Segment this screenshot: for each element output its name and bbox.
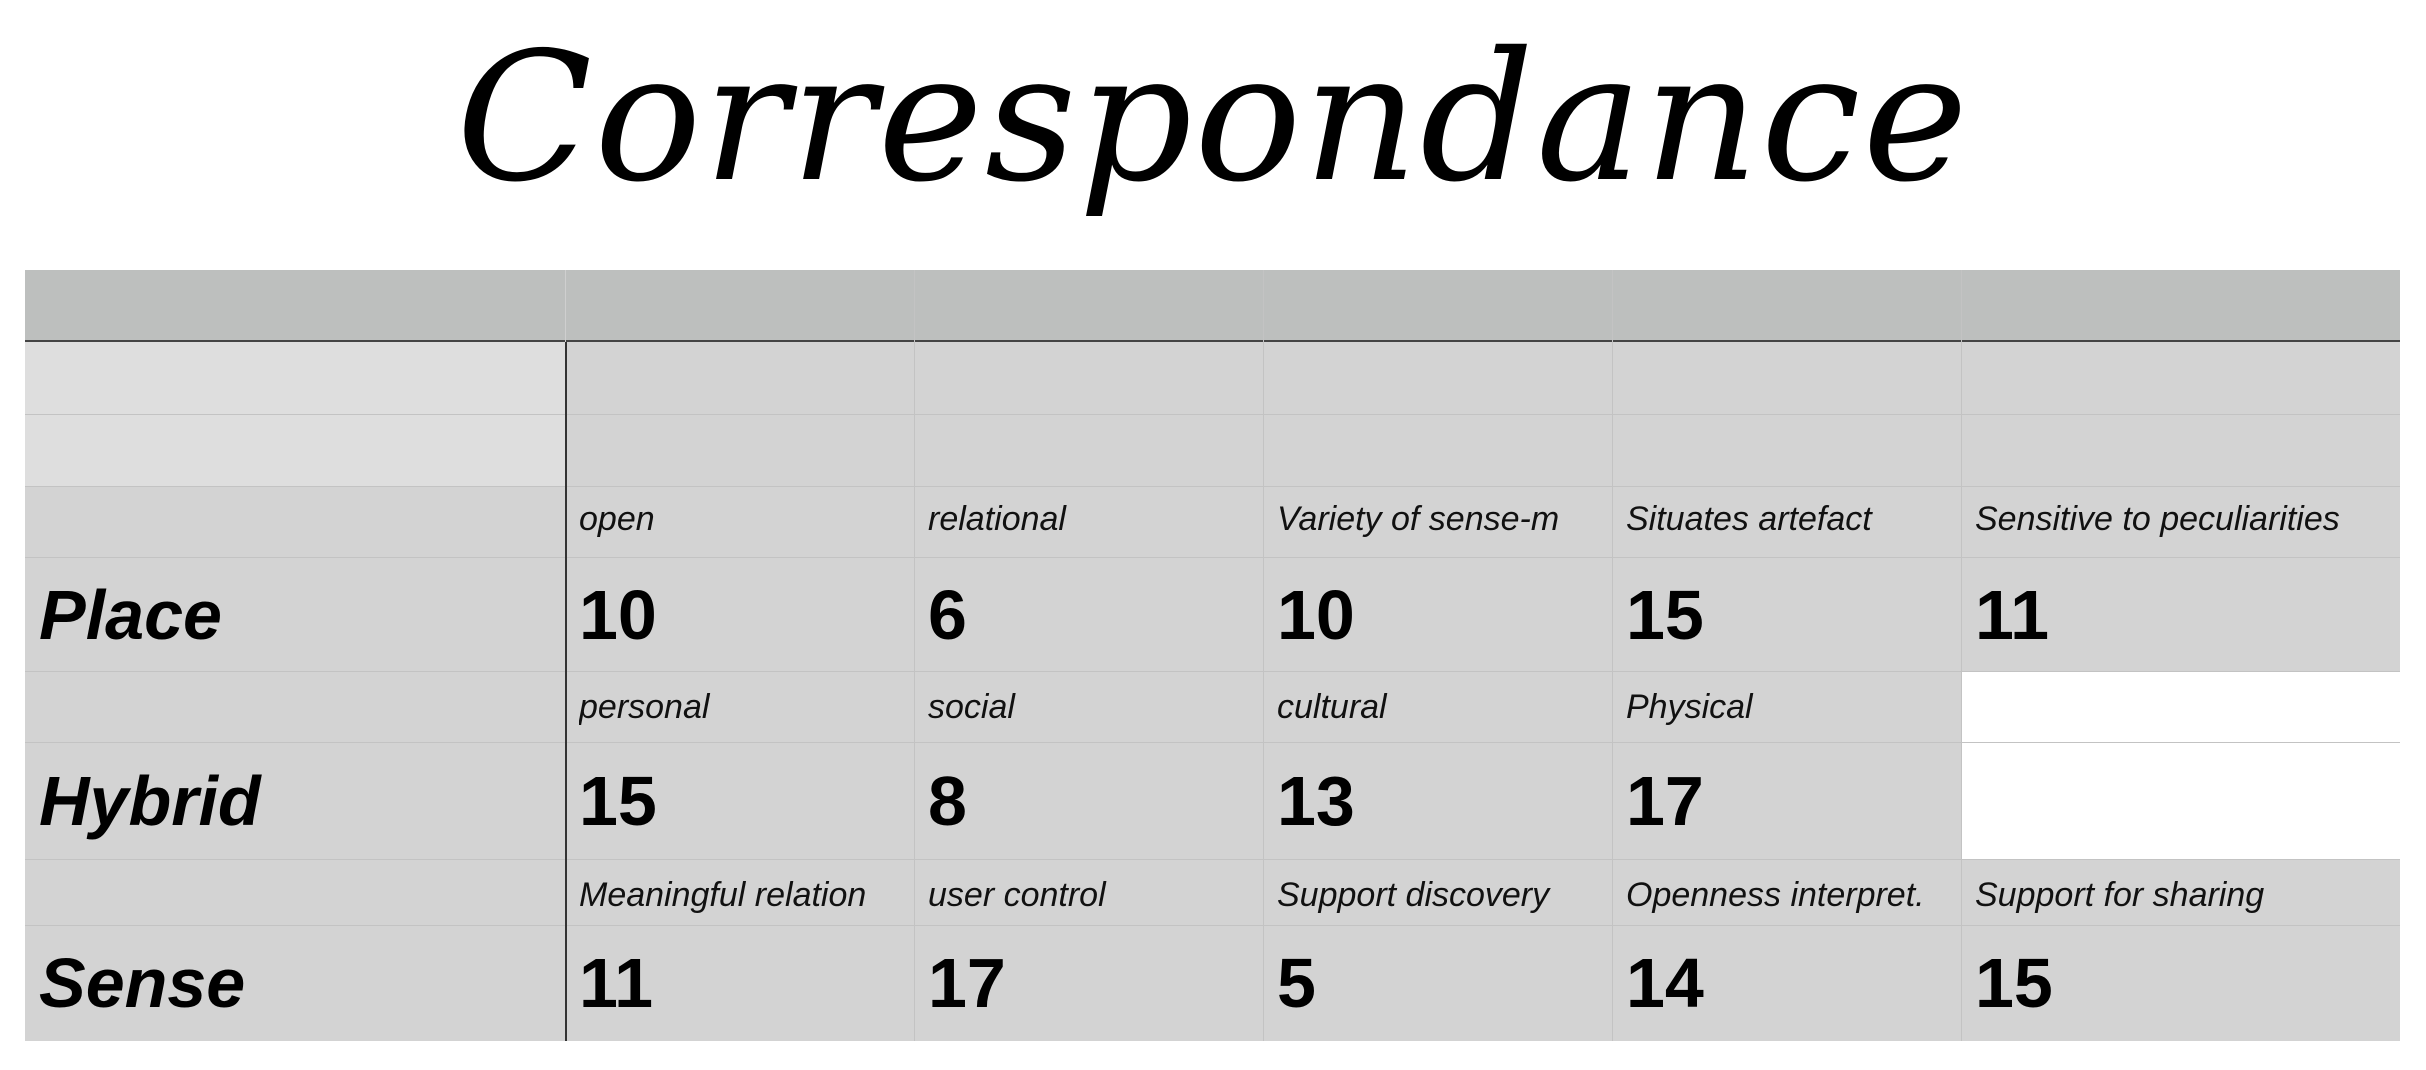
cell-value[interactable]: 8 <box>928 762 967 840</box>
grid-line <box>25 742 2400 743</box>
cell-value[interactable]: 15 <box>579 762 657 840</box>
spreadsheet-table: open relational Variety of sense-m Situa… <box>25 270 2400 1041</box>
row-header-sense[interactable]: Sense <box>39 944 246 1022</box>
cell-value[interactable]: 15 <box>1626 576 1704 654</box>
cell-label[interactable]: cultural <box>1277 688 1387 726</box>
cell-value[interactable]: 17 <box>1626 762 1704 840</box>
cell-value[interactable]: 11 <box>1975 576 2049 654</box>
grid-line <box>25 486 2400 487</box>
cell-label[interactable]: Openness interpret. <box>1626 876 1925 914</box>
grid-line <box>565 270 566 342</box>
grid-line <box>25 925 2400 926</box>
cell-label[interactable]: personal <box>579 688 710 726</box>
cell-value[interactable]: 15 <box>1975 944 2053 1022</box>
grid-line <box>914 270 915 1041</box>
empty-cell[interactable] <box>25 342 566 414</box>
grid-line <box>1961 270 1962 1041</box>
cell-label[interactable]: open <box>579 500 655 538</box>
row-header-hybrid[interactable]: Hybrid <box>39 762 261 840</box>
cell-label[interactable]: user control <box>928 876 1106 914</box>
cell-value[interactable]: 13 <box>1277 762 1355 840</box>
grid-line <box>1612 270 1613 1041</box>
grid-line <box>1263 270 1264 1041</box>
cell-label[interactable]: Physical <box>1626 688 1753 726</box>
cell-label[interactable]: Meaningful relation <box>579 876 867 914</box>
cell-value[interactable]: 10 <box>1277 576 1355 654</box>
cell-value[interactable]: 17 <box>928 944 1006 1022</box>
row-header-place[interactable]: Place <box>39 576 222 654</box>
empty-cell[interactable] <box>1961 743 2400 859</box>
grid-line <box>25 859 2400 860</box>
empty-cell[interactable] <box>1961 672 2400 742</box>
header-row <box>25 270 2400 342</box>
grid-line <box>25 414 2400 415</box>
grid-line <box>25 671 2400 672</box>
cell-label[interactable]: Sensitive to peculiarities <box>1975 500 2340 538</box>
grid-line <box>25 557 2400 558</box>
empty-cell[interactable] <box>25 415 566 486</box>
cell-label[interactable]: Variety of sense-m <box>1277 500 1560 538</box>
cell-label[interactable]: relational <box>928 500 1066 538</box>
cell-label[interactable]: Support discovery <box>1277 876 1550 914</box>
cell-value[interactable]: 6 <box>928 576 967 654</box>
cell-value[interactable]: 11 <box>579 944 653 1022</box>
cell-label[interactable]: Situates artefact <box>1626 500 1872 538</box>
cell-label[interactable]: social <box>928 688 1015 726</box>
cell-value[interactable]: 5 <box>1277 944 1316 1022</box>
grid-line <box>565 342 567 1041</box>
cell-value[interactable]: 14 <box>1626 944 1704 1022</box>
cell-value[interactable]: 10 <box>579 576 657 654</box>
cell-label[interactable]: Support for sharing <box>1975 876 2265 914</box>
page-title: Correspondance <box>456 14 1970 221</box>
